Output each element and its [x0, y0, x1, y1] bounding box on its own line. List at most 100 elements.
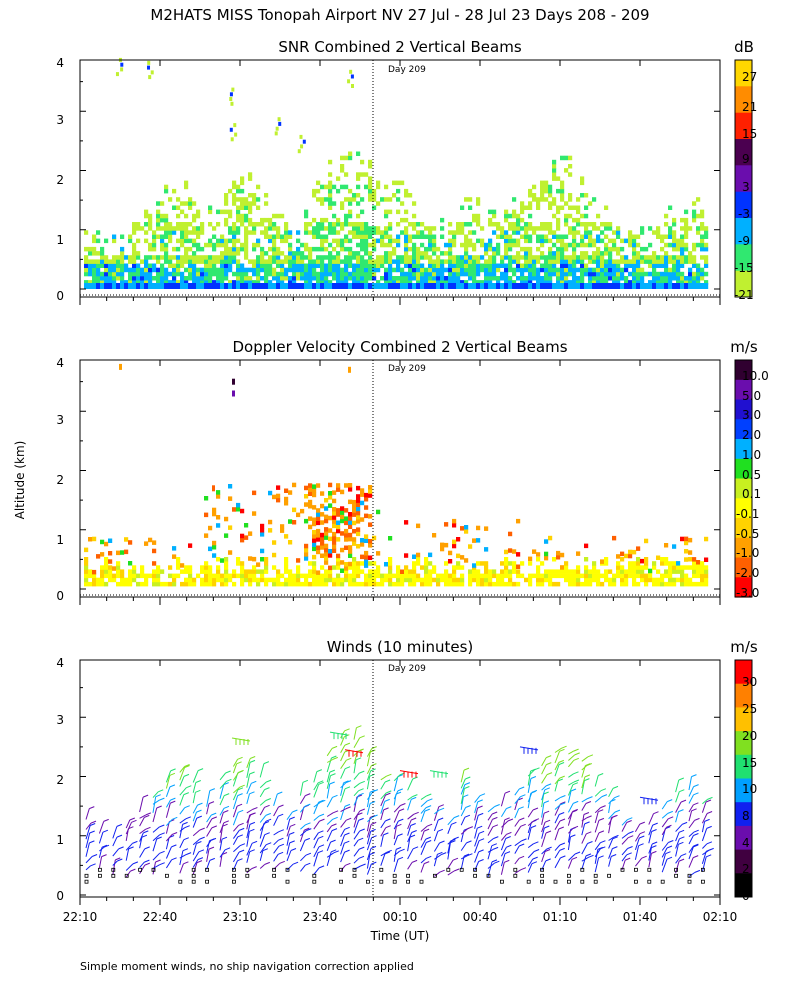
- snr-cell: [176, 267, 181, 273]
- snr-cell: [188, 283, 193, 289]
- wind-barb-flag: [142, 794, 149, 798]
- snr-cell: [236, 197, 241, 202]
- doppler-cell: [332, 536, 337, 541]
- snr-cell: [524, 255, 529, 260]
- snr-cell: [360, 172, 365, 177]
- snr-cell: [556, 188, 561, 194]
- snr-cell: [260, 217, 265, 223]
- wind-barb-flag: [316, 769, 322, 773]
- doppler-colorbar-swatch: [735, 379, 752, 401]
- snr-cell: [664, 263, 669, 268]
- doppler-cell: [624, 581, 629, 587]
- wind-barb: [219, 826, 224, 843]
- snr-cell: [244, 234, 249, 239]
- snr-cell: [148, 283, 153, 289]
- wind-barb: [340, 744, 346, 754]
- doppler-cell: [572, 573, 577, 579]
- wind-barb: [581, 814, 585, 828]
- wind-barb: [514, 840, 522, 847]
- winds-colorbar-swatch: [735, 660, 752, 685]
- snr-cell: [588, 255, 593, 260]
- doppler-cell: [620, 581, 625, 587]
- snr-cell: [468, 205, 473, 210]
- snr-cell: [136, 251, 141, 256]
- wind-barb-flag: [251, 840, 258, 844]
- snr-cell: [112, 263, 117, 268]
- snr-cell: [108, 271, 113, 277]
- wind-barb-flag: [345, 780, 352, 784]
- wind-barb-flag: [183, 792, 189, 796]
- snr-panel-title: SNR Combined 2 Vertical Beams: [278, 38, 521, 56]
- wind-barb-flag: [574, 752, 580, 756]
- winds-colorbar: [734, 659, 753, 898]
- snr-cell: [612, 238, 617, 244]
- snr-cell: [132, 283, 137, 289]
- snr-cell: [460, 259, 465, 264]
- snr-cell: [384, 230, 389, 235]
- doppler-cell: [296, 512, 301, 518]
- wind-barb-flag: [693, 833, 699, 836]
- snr-cell: [128, 238, 133, 244]
- wind-barb: [232, 789, 239, 801]
- wind-barb-flag: [600, 805, 606, 809]
- wind-barb-flag: [197, 802, 203, 806]
- snr-colorbar-swatch: [735, 244, 752, 272]
- snr-cell: [244, 217, 249, 223]
- doppler-cell: [392, 581, 397, 587]
- doppler-colorbar-swatch: [735, 537, 752, 559]
- doppler-cb-label: 5.0: [742, 389, 761, 403]
- wind-barb-flag: [693, 792, 699, 796]
- wind-barb: [393, 805, 401, 813]
- snr-cell: [640, 226, 645, 231]
- snr-cell: [604, 280, 609, 285]
- doppler-cell: [660, 557, 665, 562]
- doppler-cell: [476, 573, 481, 579]
- snr-cell: [112, 276, 117, 281]
- wind-barb: [527, 851, 535, 859]
- snr-cell: [268, 263, 273, 268]
- wind-calm-marker: [339, 879, 344, 884]
- snr-cell: [312, 188, 317, 194]
- doppler-cell: [700, 561, 705, 566]
- doppler-cell: [348, 520, 353, 525]
- doppler-cell: [640, 577, 645, 583]
- doppler-cell: [308, 487, 313, 492]
- doppler-cell: [328, 553, 333, 558]
- wind-barb: [206, 849, 210, 862]
- doppler-cell: [316, 516, 321, 521]
- snr-cell: [272, 267, 277, 273]
- doppler-cell: [688, 581, 693, 587]
- wind-barb-flag: [358, 748, 364, 752]
- wind-barb-flag: [627, 817, 633, 821]
- wind-barb: [353, 790, 359, 797]
- doppler-cell: [444, 522, 449, 527]
- wind-barb: [231, 737, 251, 742]
- wind-barb-flag: [264, 804, 270, 808]
- doppler-cell: [676, 577, 681, 583]
- doppler-cell: [232, 378, 235, 385]
- doppler-cell: [304, 502, 309, 507]
- snr-cell: [388, 197, 393, 202]
- wind-barb-flag: [372, 789, 379, 793]
- snr-cell: [220, 209, 225, 215]
- snr-cell: [484, 263, 489, 268]
- snr-cell: [500, 271, 505, 277]
- doppler-cell: [488, 581, 493, 587]
- snr-cell: [492, 263, 497, 268]
- snr-cell: [380, 259, 385, 264]
- snr-cell: [556, 255, 561, 260]
- wind-barb: [702, 843, 708, 849]
- doppler-cell: [328, 482, 333, 488]
- wind-barb-flag: [678, 841, 684, 845]
- snr-cell: [624, 255, 629, 260]
- snr-cell: [504, 280, 509, 285]
- snr-cell: [684, 259, 689, 264]
- snr-cell: [524, 226, 529, 231]
- snr-cell: [412, 255, 417, 260]
- snr-cell: [468, 242, 473, 248]
- wind-barb: [554, 814, 560, 824]
- doppler-cell: [536, 573, 541, 579]
- doppler-cell: [312, 581, 317, 587]
- snr-cell: [224, 238, 229, 244]
- doppler-cell: [444, 542, 449, 548]
